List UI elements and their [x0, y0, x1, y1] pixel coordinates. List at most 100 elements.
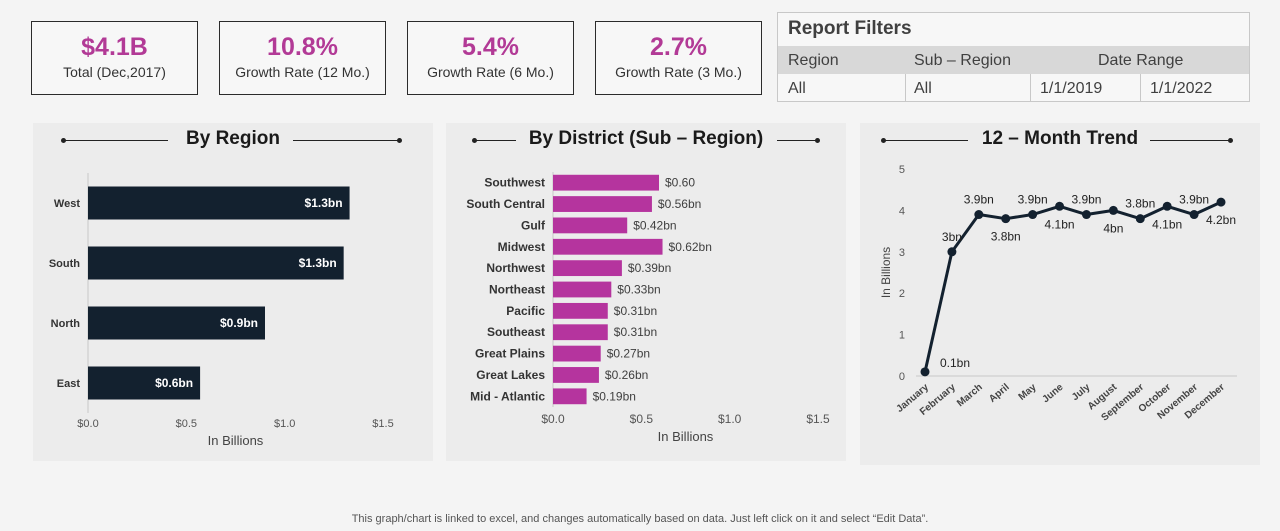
data-label: $0.62bn [669, 240, 712, 254]
filter-header-date-range: Date Range [1098, 52, 1184, 69]
filter-divider [905, 74, 906, 102]
y-tick-label: 1 [899, 330, 905, 342]
category-label: Great Lakes [476, 368, 545, 382]
category-label: Southwest [484, 176, 545, 190]
bar [553, 196, 652, 212]
data-label: 3.8bn [991, 230, 1021, 244]
bar [88, 246, 344, 280]
title-rule-dot [1228, 138, 1233, 143]
trend-series-line [923, 200, 1222, 373]
filter-value-sub-region[interactable]: All [914, 80, 932, 97]
data-label: 3.9bn [964, 193, 994, 207]
district-chart-panel[interactable]: By District (Sub – Region) Southwest $0.6… [446, 123, 846, 461]
kpi-value: 2.7% [650, 33, 707, 61]
category-label: Great Plains [475, 347, 545, 361]
report-filters: Report Filters Region Sub – Region Date … [777, 12, 1250, 102]
data-label: 4.1bn [1152, 217, 1182, 231]
bar [553, 388, 587, 405]
category-label: East [57, 378, 81, 390]
data-label: $1.3bn [305, 196, 343, 210]
y-tick-label: 3 [899, 247, 905, 259]
category-label: Northeast [489, 283, 545, 297]
data-label: 4.2bn [1206, 213, 1236, 227]
category-label: Mid - Atlantic [470, 389, 545, 403]
data-point [1055, 201, 1065, 211]
data-point [1001, 214, 1011, 224]
data-point [947, 247, 957, 257]
category-label: West [54, 198, 80, 210]
x-tick-label: March [955, 382, 985, 409]
title-rule [474, 140, 516, 141]
title-rule [293, 140, 399, 141]
filter-value-date-from[interactable]: 1/1/2019 [1040, 80, 1103, 97]
data-point [1189, 210, 1199, 220]
bar [553, 260, 622, 277]
title-rule [883, 140, 968, 141]
data-point [1162, 201, 1172, 211]
region-bar-chart: West $1.3bn South $1.3bn North $0.9bn East $0.6… [49, 173, 394, 448]
x-tick-label: $0.0 [77, 418, 98, 430]
kpi-value: $4.1B [81, 33, 148, 61]
data-label: 0.1bn [940, 356, 970, 370]
bar [553, 324, 608, 341]
data-point [920, 367, 930, 377]
data-label: $1.3bn [299, 256, 337, 270]
trend-chart-title: 12 – Month Trend [981, 128, 1139, 149]
bar [553, 345, 601, 362]
y-tick-label: 2 [899, 288, 905, 300]
bar [553, 367, 599, 383]
kpi-label: Growth Rate (3 Mo.) [615, 64, 742, 80]
data-point [1028, 210, 1038, 220]
data-label: 3.9bn [1018, 193, 1048, 207]
bar [553, 217, 628, 234]
category-label: Northwest [486, 261, 545, 275]
data-point [1081, 210, 1091, 220]
x-tick-label: $1.0 [718, 412, 742, 426]
title-rule-dot [815, 138, 820, 143]
x-tick-label: May [1017, 382, 1039, 403]
bar [553, 238, 663, 255]
x-tick-label: June [1041, 382, 1066, 406]
data-label: 3.9bn [1071, 193, 1101, 207]
region-chart-panel[interactable]: By Region West $1.3bn South $1.3bn North $0.9… [33, 123, 433, 461]
y-axis-title: In Billions [879, 247, 893, 298]
x-tick-label: $0.0 [541, 412, 565, 426]
filter-divider [1140, 74, 1141, 102]
data-point [974, 210, 984, 220]
filter-header-region: Region [788, 52, 839, 69]
data-label: 3.8bn [1125, 197, 1155, 211]
title-rule [777, 140, 817, 141]
x-tick-label: $1.0 [274, 418, 295, 430]
x-axis-title: In Billions [658, 429, 714, 444]
data-label: $0.31bn [614, 304, 657, 318]
region-chart-title: By Region [186, 128, 280, 149]
data-label: $0.26bn [605, 368, 648, 382]
trend-chart-panel[interactable]: 12 – Month Trend 0 1 2 3 4 5 In Billions 0.1bn J… [860, 123, 1260, 465]
y-tick-label: 4 [899, 205, 905, 217]
x-tick-label: $1.5 [806, 412, 830, 426]
kpi-card-growth-6mo: 5.4% Growth Rate (6 Mo.) [407, 21, 574, 95]
bar [553, 174, 659, 191]
title-rule [63, 140, 168, 141]
data-label: $0.31bn [614, 325, 657, 339]
data-label: 4bn [1103, 221, 1123, 235]
data-label: 3.9bn [1179, 193, 1209, 207]
category-label: North [51, 318, 81, 330]
filter-value-region[interactable]: All [788, 80, 806, 97]
data-label: $0.56bn [658, 197, 701, 211]
data-label: $0.9bn [220, 316, 258, 330]
x-tick-label: $0.5 [630, 412, 654, 426]
kpi-label: Total (Dec,2017) [63, 64, 166, 80]
bar [88, 186, 350, 220]
filter-value-date-to[interactable]: 1/1/2022 [1150, 80, 1213, 97]
x-tick-label: $1.5 [372, 418, 393, 430]
data-label: $0.19bn [593, 389, 636, 403]
kpi-label: Growth Rate (12 Mo.) [235, 64, 370, 80]
category-label: South Central [466, 197, 545, 211]
category-label: Midwest [498, 240, 545, 254]
data-label: $0.42bn [633, 218, 676, 232]
x-tick-label: April [987, 382, 1012, 405]
y-tick-label: 5 [899, 164, 905, 176]
data-point [1135, 214, 1145, 224]
